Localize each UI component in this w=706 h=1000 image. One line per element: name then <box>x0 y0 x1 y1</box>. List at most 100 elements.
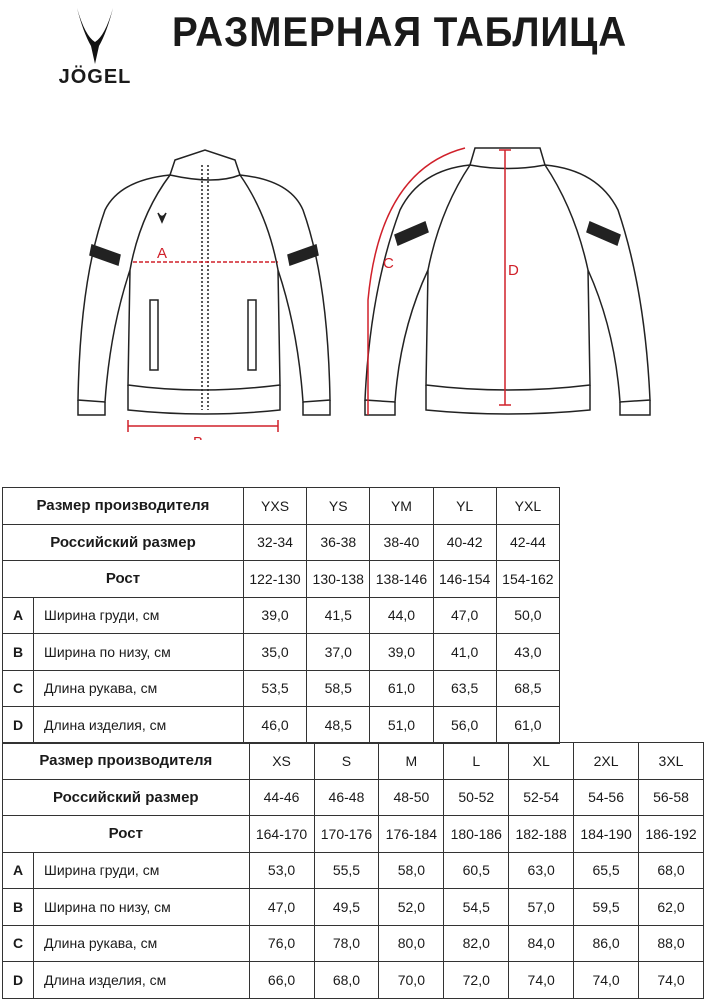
cell: 66,0 <box>248 961 315 999</box>
maker-size-row: Размер производителя XS S M L XL 2XL 3XL <box>2 742 704 780</box>
maker-size-row: Размер производителя YXS YS YM YL YXL <box>2 487 561 525</box>
cell: 164-170 <box>248 815 315 853</box>
cell: 68,0 <box>638 851 704 889</box>
measure-row: C Длина рукава, см 53,5 58,5 61,0 63,5 68,5 <box>2 669 561 707</box>
measure-row: D Длина изделия, см 66,0 68,0 70,0 72,0 74,0 74… <box>2 961 704 999</box>
height-row: Рост 164-170 170-176 176-184 180-186 182-188 1… <box>2 815 704 853</box>
cell: 63,5 <box>432 669 497 707</box>
cell: S <box>313 742 380 780</box>
cell: 60,5 <box>443 851 510 889</box>
cell: 40-42 <box>432 523 497 561</box>
cell: 56-58 <box>638 778 704 816</box>
cell: XS <box>248 742 315 780</box>
cell: 41,0 <box>432 633 497 671</box>
cell: 49,5 <box>313 888 380 926</box>
logo-text: JÖGEL <box>58 66 132 88</box>
cell: 61,0 <box>369 669 434 707</box>
cell: YXL <box>495 487 561 525</box>
cell: 36-38 <box>306 523 371 561</box>
label-d: D <box>508 262 519 279</box>
cell: 47,0 <box>248 888 315 926</box>
cell: 86,0 <box>573 924 640 962</box>
height-row: Рост 122-130 130-138 138-146 146-154 154-162 <box>2 560 561 598</box>
cell: 42-44 <box>495 523 561 561</box>
cell: 39,0 <box>369 633 434 671</box>
cell: 62,0 <box>638 888 704 926</box>
cell: 41,5 <box>306 596 371 634</box>
cell: 76,0 <box>248 924 315 962</box>
cell: 58,0 <box>378 851 445 889</box>
cell: 180-186 <box>443 815 510 853</box>
cell: 63,0 <box>508 851 575 889</box>
cell: 72,0 <box>443 961 510 999</box>
cell: 58,5 <box>306 669 371 707</box>
measure-letter: A <box>2 851 34 889</box>
cell: 170-176 <box>313 815 380 853</box>
row-label: Рост <box>2 815 250 853</box>
cell: 46,0 <box>242 706 308 744</box>
measure-letter: C <box>2 669 34 707</box>
cell: 130-138 <box>306 560 371 598</box>
measure-row: B Ширина по низу, см 47,0 49,5 52,0 54,5 57,0 5… <box>2 888 704 926</box>
measurement-lines <box>127 147 511 432</box>
measure-letter: D <box>2 706 34 744</box>
cell: M <box>378 742 445 780</box>
jacket-diagram: A B C D <box>77 147 651 440</box>
measure-letter: D <box>2 961 34 999</box>
cell: 3XL <box>638 742 704 780</box>
brand-logo: JÖGEL <box>55 6 135 96</box>
measure-label: Ширина по низу, см <box>33 633 244 671</box>
cell: 47,0 <box>432 596 497 634</box>
jacket-front <box>77 149 331 416</box>
cell: 176-184 <box>378 815 445 853</box>
cell: 61,0 <box>495 706 561 744</box>
measure-row: D Длина изделия, см 46,0 48,5 51,0 56,0 61,0 <box>2 706 561 744</box>
cell: 146-154 <box>432 560 497 598</box>
cell: 50-52 <box>443 778 510 816</box>
cell: YM <box>369 487 434 525</box>
cell: 182-188 <box>508 815 575 853</box>
measure-label: Длина рукава, см <box>33 924 250 962</box>
measure-letter: A <box>2 596 34 634</box>
cell: 32-34 <box>242 523 308 561</box>
measure-row: C Длина рукава, см 76,0 78,0 80,0 82,0 84,0 86,… <box>2 924 704 962</box>
cell: 56,0 <box>432 706 497 744</box>
russian-size-row: Российский размер 32-34 36-38 38-40 40-42 42-… <box>2 523 561 561</box>
cell: 138-146 <box>369 560 434 598</box>
measure-letter: B <box>2 633 34 671</box>
cell: 51,0 <box>369 706 434 744</box>
label-b: B <box>193 434 203 440</box>
cell: 52-54 <box>508 778 575 816</box>
cell: 54,5 <box>443 888 510 926</box>
row-label: Российский размер <box>2 778 250 816</box>
cell: 48,5 <box>306 706 371 744</box>
cell: 74,0 <box>638 961 704 999</box>
cell: 186-192 <box>638 815 704 853</box>
cell: 35,0 <box>242 633 308 671</box>
cell: 53,5 <box>242 669 308 707</box>
cell: 44,0 <box>369 596 434 634</box>
cell: XL <box>508 742 575 780</box>
cell: YS <box>306 487 371 525</box>
cell: 53,0 <box>248 851 315 889</box>
cell: 84,0 <box>508 924 575 962</box>
cell: 52,0 <box>378 888 445 926</box>
measure-label: Ширина груди, см <box>33 596 244 634</box>
measure-row: A Ширина груди, см 53,0 55,5 58,0 60,5 63,0 65,… <box>2 851 704 889</box>
row-label: Российский размер <box>2 523 244 561</box>
cell: 37,0 <box>306 633 371 671</box>
russian-size-row: Российский размер 44-46 46-48 48-50 50-52 52-… <box>2 778 704 816</box>
cell: 59,5 <box>573 888 640 926</box>
cell: 38-40 <box>369 523 434 561</box>
size-table-adult: Размер производителя XS S M L XL 2XL 3XL Российс… <box>2 742 704 999</box>
cell: 154-162 <box>495 560 561 598</box>
cell: 43,0 <box>495 633 561 671</box>
measure-letter: C <box>2 924 34 962</box>
cell: 55,5 <box>313 851 380 889</box>
measure-label: Ширина груди, см <box>33 851 250 889</box>
cell: 82,0 <box>443 924 510 962</box>
cell: 78,0 <box>313 924 380 962</box>
cell: 70,0 <box>378 961 445 999</box>
row-label: Размер производителя <box>2 487 244 525</box>
